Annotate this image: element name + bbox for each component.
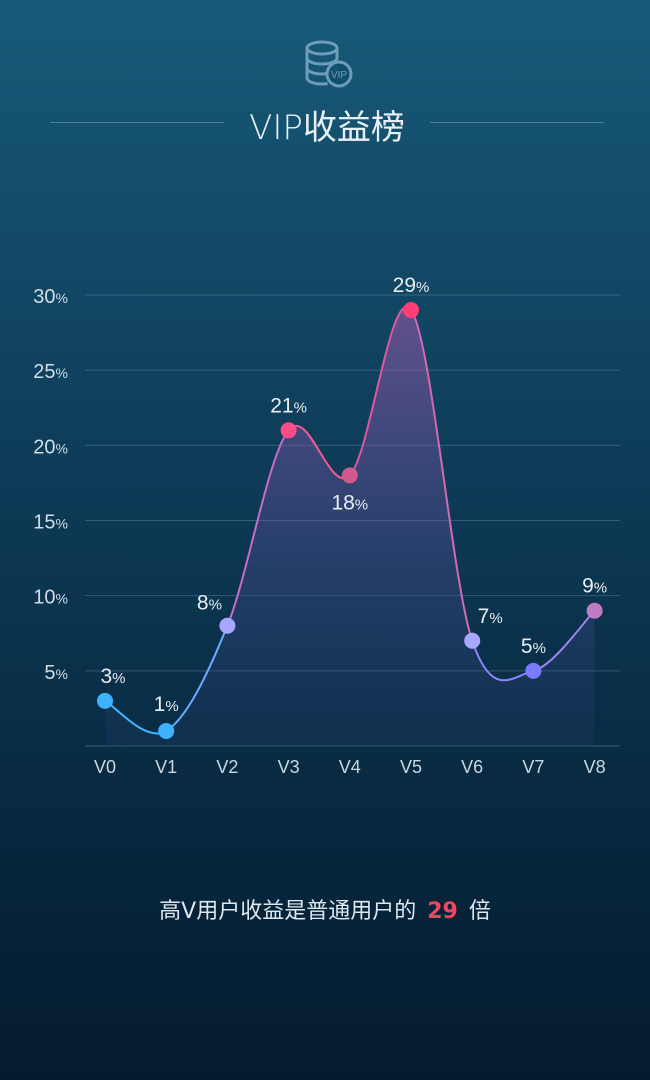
x-tick-label: V4 xyxy=(339,757,361,777)
x-tick-label: V7 xyxy=(522,757,544,777)
x-tick-label: V0 xyxy=(94,757,116,777)
x-tick-label: V1 xyxy=(155,757,177,777)
series-line-segment xyxy=(226,429,290,627)
y-tick-label: 5% xyxy=(44,662,68,684)
data-point xyxy=(586,602,603,619)
y-tick-label: 15% xyxy=(33,512,68,534)
data-point xyxy=(341,467,358,484)
data-point xyxy=(525,662,542,679)
header: VIP VIP收益榜 xyxy=(0,0,650,160)
title-row: VIP收益榜 xyxy=(0,98,650,150)
data-point xyxy=(219,617,236,634)
data-label: 21% xyxy=(270,394,307,417)
footer-note: 高V用户收益是普通用户的 29 倍 xyxy=(0,893,650,925)
page-title: VIP收益榜 xyxy=(249,108,405,148)
data-label: 9% xyxy=(582,575,607,598)
footer-number: 29 xyxy=(427,899,458,924)
data-point xyxy=(280,422,297,439)
footer-prefix: 高V用户收益是普通用户的 xyxy=(159,899,417,924)
data-label: 3% xyxy=(100,665,125,688)
footer-suffix: 倍 xyxy=(468,899,491,924)
data-point xyxy=(158,722,175,739)
data-point xyxy=(403,302,419,319)
x-tick-label: V6 xyxy=(461,757,483,777)
data-label: 29% xyxy=(393,274,430,297)
chart-value-labels: 3% 1% 8% 21% 18% 29% 7% 5% 9% xyxy=(100,274,607,716)
series-line-segment xyxy=(165,624,229,732)
y-tick-label: 25% xyxy=(33,361,68,383)
area-fill xyxy=(105,307,595,746)
data-label: 8% xyxy=(197,592,222,615)
data-point xyxy=(464,632,481,649)
y-tick-label: 20% xyxy=(33,436,68,458)
data-label: 5% xyxy=(521,635,546,658)
y-tick-label: 30% xyxy=(33,286,68,308)
chart-area-fill xyxy=(105,307,595,746)
title-divider-right xyxy=(430,122,604,123)
chart-x-ticks: V0 V1 V2 V3 V4 V5 V6 V7 V8 xyxy=(94,757,606,777)
x-tick-label: V5 xyxy=(400,757,422,777)
data-label: 1% xyxy=(154,693,179,716)
vip-icon-text: VIP xyxy=(331,70,347,81)
chart-y-ticks: 5% 10% 15% 20% 25% 30% xyxy=(33,286,68,684)
x-tick-label: V2 xyxy=(216,757,238,777)
chart-points xyxy=(97,302,603,739)
data-point xyxy=(97,692,113,709)
y-tick-label: 10% xyxy=(33,587,68,609)
data-label: 18% xyxy=(331,491,368,514)
x-tick-label: V3 xyxy=(278,757,300,777)
x-tick-label: V8 xyxy=(584,757,606,777)
data-label: 7% xyxy=(478,605,503,628)
series-line-segment xyxy=(410,309,474,642)
vip-database-icon: VIP xyxy=(305,40,353,88)
title-divider-left xyxy=(50,122,224,123)
